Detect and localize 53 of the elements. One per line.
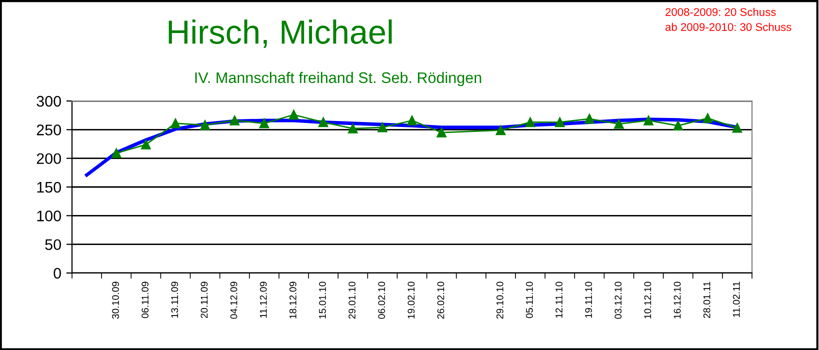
text: ab 2009-2010: 30 Schuss bbox=[665, 22, 792, 31]
point bbox=[673, 120, 683, 131]
x-tick-label: 30.10.09 bbox=[112, 282, 119, 319]
point bbox=[584, 114, 594, 124]
y-tick-label: 150 bbox=[37, 182, 61, 193]
point bbox=[259, 118, 270, 128]
x-tick-label: 29.10.10 bbox=[496, 282, 504, 319]
chart-subtitle: IV. Mannschaft freihand St. Seb. Rödingen bbox=[195, 72, 482, 86]
y-tick-label: 200 bbox=[36, 153, 61, 164]
point bbox=[288, 110, 299, 120]
x-tick-label: 05.11.10 bbox=[526, 282, 533, 318]
x-tick-label: 04.12.09 bbox=[230, 282, 238, 319]
x-tick-label: 28.01.11 bbox=[703, 282, 710, 318]
x-tick-label: 16.12.10 bbox=[674, 282, 681, 318]
point bbox=[318, 117, 328, 128]
y-tick-label: 50 bbox=[45, 239, 61, 250]
y-tick-label: 100 bbox=[37, 210, 61, 222]
chart-title: Hirsch, Michael bbox=[168, 19, 392, 48]
point bbox=[348, 124, 358, 134]
x-tick-label: 06.02.10 bbox=[378, 282, 386, 319]
point bbox=[496, 125, 506, 136]
point bbox=[525, 117, 536, 128]
x-tick-label: 10.12.10 bbox=[644, 282, 652, 318]
point bbox=[378, 122, 388, 132]
x-tick-label: 06.11.09 bbox=[142, 282, 149, 318]
x-tick-label: 12.11.10 bbox=[556, 282, 562, 318]
point bbox=[644, 116, 654, 126]
point bbox=[407, 116, 417, 126]
y-tick-label: 300 bbox=[36, 96, 61, 107]
point bbox=[230, 116, 240, 126]
x-tick-label: 18.12.09 bbox=[289, 282, 296, 318]
x-tick-label: 26.02.10 bbox=[437, 282, 444, 319]
x-tick-label: 29.01.10 bbox=[348, 282, 356, 319]
x-tick-label: 15.01.10 bbox=[319, 282, 326, 318]
y-tick-label: 250 bbox=[36, 124, 61, 136]
point bbox=[614, 119, 624, 129]
x-tick-label: 03.12.10 bbox=[614, 282, 622, 319]
x-tick-label: 20.11.09 bbox=[200, 282, 208, 318]
x-tick-label: 19.11.10 bbox=[585, 282, 592, 318]
point bbox=[111, 148, 122, 158]
x-tick-label: 13.11.09 bbox=[171, 282, 178, 318]
point bbox=[141, 140, 151, 150]
point bbox=[436, 128, 446, 138]
point bbox=[732, 123, 742, 133]
point bbox=[702, 113, 713, 124]
x-tick-label: 11.12.09 bbox=[260, 282, 267, 318]
y-tick-label: 0 bbox=[54, 268, 61, 279]
point bbox=[170, 118, 180, 128]
text: 2008-2009: 20 Schuss bbox=[666, 8, 776, 16]
x-tick-label: 19.02.10 bbox=[408, 282, 415, 318]
point bbox=[554, 117, 565, 128]
point bbox=[200, 120, 210, 130]
x-tick-label: 11.02.11 bbox=[732, 282, 740, 317]
